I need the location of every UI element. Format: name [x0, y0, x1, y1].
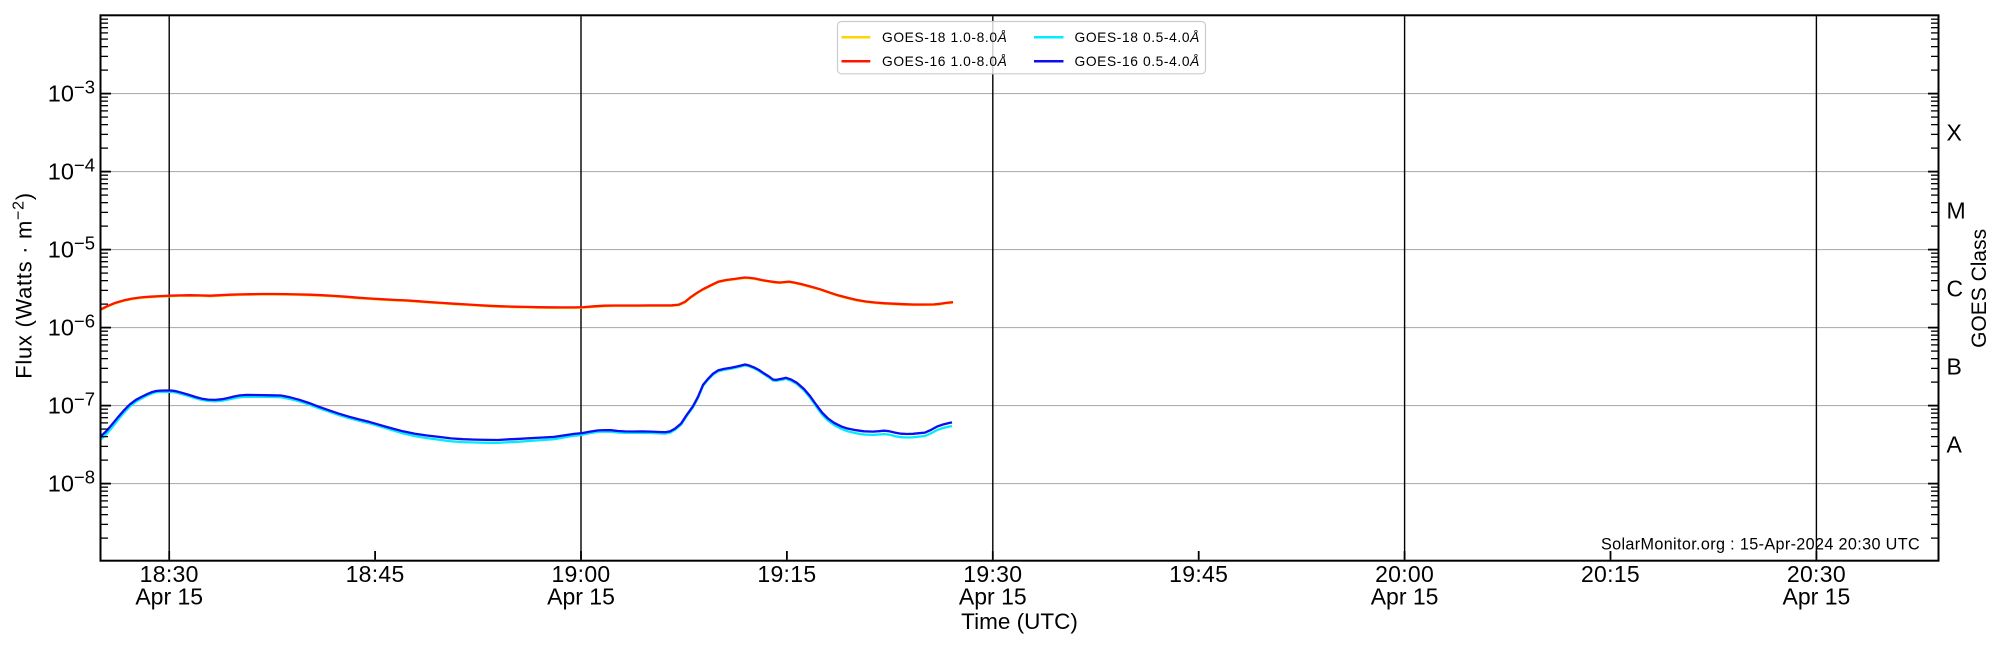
svg-text:GOES-18 1.0-8.0Å: GOES-18 1.0-8.0Å [882, 29, 1007, 45]
svg-text:M: M [1947, 198, 1966, 224]
svg-text:19:45: 19:45 [1169, 561, 1228, 587]
svg-text:GOES Class: GOES Class [1968, 229, 1991, 348]
svg-text:20:00: 20:00 [1375, 561, 1434, 587]
svg-text:X: X [1947, 120, 1962, 146]
svg-text:20:30: 20:30 [1787, 561, 1846, 587]
svg-text:Time (UTC): Time (UTC) [961, 609, 1078, 634]
svg-text:20:15: 20:15 [1581, 561, 1640, 587]
svg-text:Apr 15: Apr 15 [1371, 584, 1439, 610]
svg-text:19:15: 19:15 [757, 561, 816, 587]
svg-text:18:45: 18:45 [346, 561, 405, 587]
svg-text:GOES-16 1.0-8.0Å: GOES-16 1.0-8.0Å [882, 53, 1007, 69]
svg-text:SolarMonitor.org : 15-Apr-2024: SolarMonitor.org : 15-Apr-2024 20:30 UTC [1601, 536, 1920, 554]
svg-text:Apr 15: Apr 15 [959, 584, 1027, 610]
svg-text:Apr 15: Apr 15 [547, 584, 615, 610]
svg-text:10−8: 10−8 [48, 466, 95, 496]
svg-text:19:30: 19:30 [963, 561, 1022, 587]
svg-text:Apr 15: Apr 15 [135, 584, 203, 610]
svg-text:A: A [1947, 432, 1963, 458]
svg-text:B: B [1947, 354, 1962, 380]
svg-text:19:00: 19:00 [551, 561, 610, 587]
svg-text:GOES-16 0.5-4.0Å: GOES-16 0.5-4.0Å [1075, 53, 1200, 69]
svg-text:GOES-18 0.5-4.0Å: GOES-18 0.5-4.0Å [1075, 29, 1200, 45]
svg-text:C: C [1947, 276, 1964, 302]
svg-text:Apr 15: Apr 15 [1783, 584, 1851, 610]
svg-text:18:30: 18:30 [140, 561, 199, 587]
svg-text:Flux (Watts · m−2): Flux (Watts · m−2) [11, 192, 37, 378]
